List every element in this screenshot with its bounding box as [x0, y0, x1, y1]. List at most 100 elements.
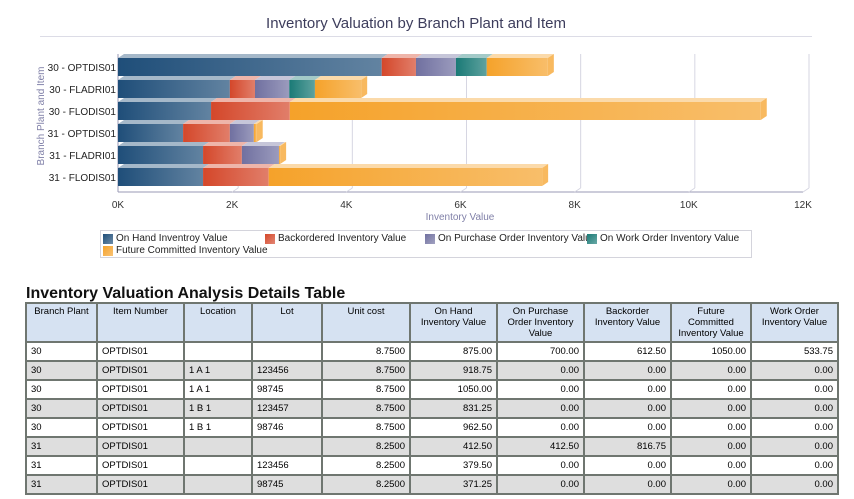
legend-swatch	[103, 233, 113, 244]
bar-segment[interactable]	[118, 58, 382, 76]
column-header[interactable]: Item Number	[96, 302, 185, 343]
legend-item-backordered[interactable]: Backordered Inventory Value	[265, 233, 406, 244]
table-cell: 700.00	[496, 341, 585, 362]
table-row[interactable]: 31 OPTDIS01 123456 8.2500 379.50 0.00 0.00 0.00…	[25, 455, 839, 476]
table-row[interactable]: 30 OPTDIS01 1 B 1 123457 8.7500 831.25 0.00 0.0…	[25, 398, 839, 419]
bar-segment[interactable]	[455, 58, 487, 76]
y-category-label: 30 - FLADRI01	[49, 85, 116, 96]
bar-segment[interactable]	[118, 146, 204, 164]
legend-swatch	[265, 233, 275, 244]
table-cell	[251, 341, 323, 362]
table-cell: 8.7500	[321, 417, 411, 438]
table-cell: 0.00	[583, 417, 672, 438]
table-cell: 831.25	[409, 398, 498, 419]
legend-item-future-committed[interactable]: Future Committed Inventory Value	[103, 245, 268, 256]
bar-segment[interactable]	[229, 124, 254, 142]
table-row[interactable]: 31 OPTDIS01 98745 8.2500 371.25 0.00 0.00 0.00 0…	[25, 474, 839, 495]
x-tick-label: 12K	[794, 200, 812, 211]
table-cell: 0.00	[496, 455, 585, 476]
bar-segment[interactable]	[255, 80, 290, 98]
table-cell: 918.75	[409, 360, 498, 381]
bar-segment[interactable]	[289, 102, 761, 120]
bar-segment[interactable]	[183, 124, 230, 142]
table-cell: 0.00	[670, 455, 752, 476]
table-cell	[183, 341, 253, 362]
table-row[interactable]: 31 OPTDIS01 8.2500 412.50 412.50 816.75 0.00 0.…	[25, 436, 839, 457]
column-header[interactable]: On Purchase Order Inventory Value	[496, 302, 585, 343]
bar-segment-top	[253, 120, 263, 124]
x-tick-label: 8K	[569, 200, 582, 211]
legend-label: Future Committed Inventory Value	[116, 245, 268, 256]
table-cell: 0.00	[583, 379, 672, 400]
table-header-row: Branch Plant Item Number Location Lot Un…	[25, 302, 839, 343]
column-header[interactable]: Work Order Inventory Value	[750, 302, 839, 343]
legend-swatch	[587, 233, 597, 244]
table-title: Inventory Valuation Analysis Details Tab…	[26, 285, 346, 302]
column-header[interactable]: Location	[183, 302, 253, 343]
table-cell: 31	[25, 455, 98, 476]
table-row[interactable]: 30 OPTDIS01 1 A 1 98745 8.7500 1050.00 0.00 0.0…	[25, 379, 839, 400]
bar-segment[interactable]	[278, 146, 281, 164]
bar-chart: 30 - OPTDIS01 30 - FLADRI01 30 - FLODIS01 3…	[36, 54, 812, 223]
column-header[interactable]: Future Committed Inventory Value	[670, 302, 752, 343]
table-cell: 0.00	[670, 474, 752, 495]
bar-segment[interactable]	[118, 168, 204, 186]
legend-item-work-order[interactable]: On Work Order Inventory Value	[587, 233, 739, 244]
bar-segment[interactable]	[381, 58, 416, 76]
bar-segment-top	[289, 98, 767, 102]
bar-segment[interactable]	[118, 80, 230, 98]
bar-segment[interactable]	[118, 124, 184, 142]
bar-segment[interactable]	[415, 58, 456, 76]
bar-segment-top	[289, 76, 321, 80]
bar-end-face	[256, 120, 263, 142]
table-cell: OPTDIS01	[96, 379, 185, 400]
bar-segment[interactable]	[229, 80, 255, 98]
bar-segment[interactable]	[241, 146, 279, 164]
bar-segment[interactable]	[203, 146, 242, 164]
x-tick-label: 6K	[454, 200, 467, 211]
gridline-foot	[802, 187, 810, 193]
bar-segment[interactable]	[118, 102, 212, 120]
table-cell	[251, 436, 323, 457]
column-header[interactable]: On Hand Inventory Value	[409, 302, 498, 343]
bar-segment[interactable]	[211, 102, 290, 120]
bar-segment-top	[268, 164, 549, 168]
table-row[interactable]: 30 OPTDIS01 1 B 1 98746 8.7500 962.50 0.00 0.00…	[25, 417, 839, 438]
bar-segment[interactable]	[314, 80, 362, 98]
table-cell: 371.25	[409, 474, 498, 495]
bar-segment-top	[415, 54, 462, 58]
column-header[interactable]: Backorder Inventory Value	[583, 302, 672, 343]
table-cell: 98745	[251, 379, 323, 400]
bar-segment[interactable]	[486, 58, 548, 76]
table-cell: 0.00	[496, 398, 585, 419]
table-cell: 0.00	[583, 474, 672, 495]
table-row[interactable]: 30 OPTDIS01 1 A 1 123456 8.7500 918.75 0.00 0.0…	[25, 360, 839, 381]
bar-segment[interactable]	[253, 124, 257, 142]
table-cell: 612.50	[583, 341, 672, 362]
bar-segment[interactable]	[289, 80, 315, 98]
bar-segment[interactable]	[268, 168, 543, 186]
column-header[interactable]: Lot	[251, 302, 323, 343]
gridline-foot	[231, 187, 239, 193]
table-cell: 31	[25, 436, 98, 457]
chart-title: Inventory Valuation by Branch Plant and …	[266, 15, 566, 32]
table-cell: 1050.00	[409, 379, 498, 400]
table-cell: 123457	[251, 398, 323, 419]
legend-item-on-hand[interactable]: On Hand Inventroy Value	[103, 233, 228, 244]
legend-swatch	[425, 233, 435, 244]
column-header[interactable]: Unit cost	[321, 302, 411, 343]
x-tick-label: 2K	[226, 200, 239, 211]
gridline-foot	[574, 187, 581, 193]
bar-end-face	[547, 54, 554, 76]
table-cell: OPTDIS01	[96, 398, 185, 419]
table-cell: 98745	[251, 474, 323, 495]
bar-end-face	[760, 98, 767, 120]
table-row[interactable]: 30 OPTDIS01 8.7500 875.00 700.00 612.50 1050.0…	[25, 341, 839, 362]
column-header[interactable]: Branch Plant	[25, 302, 98, 343]
legend-label: Backordered Inventory Value	[278, 233, 407, 244]
legend-item-purchase-order[interactable]: On Purchase Order Inventory Value	[425, 233, 596, 244]
table-cell: 962.50	[409, 417, 498, 438]
y-category-label: 30 - FLODIS01	[49, 107, 117, 118]
table-cell: 123456	[251, 455, 323, 476]
bar-segment[interactable]	[203, 168, 269, 186]
